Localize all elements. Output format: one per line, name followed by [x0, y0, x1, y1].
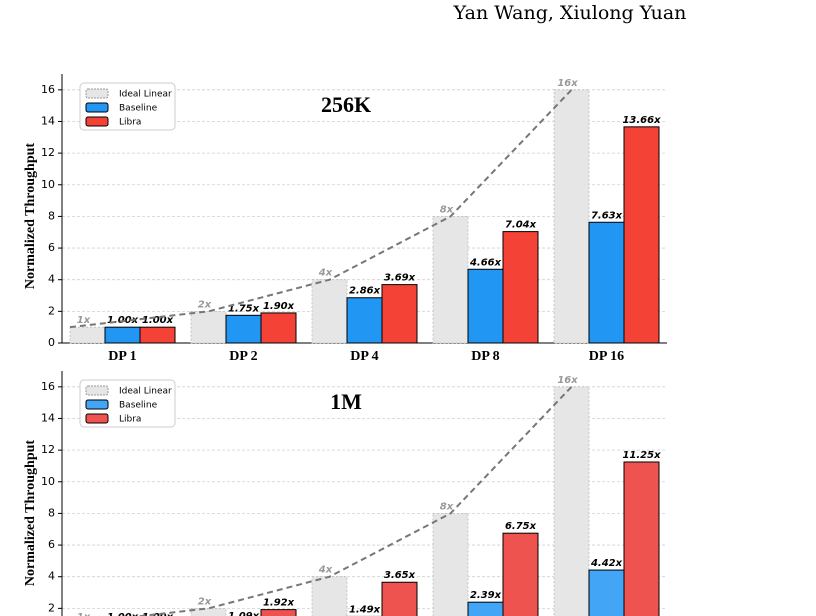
value-label: 2.86x	[349, 286, 381, 297]
bar	[381, 581, 418, 616]
chart-title: 1M	[330, 389, 362, 414]
bar	[502, 532, 539, 616]
value-label: 1.00x	[142, 612, 174, 616]
y-tick-label: 16	[41, 83, 55, 96]
bar	[260, 609, 297, 616]
y-tick-label: 8	[48, 506, 55, 519]
bar	[553, 89, 590, 344]
value-label: 7.63x	[591, 210, 623, 221]
bar	[588, 569, 625, 616]
value-label: 16x	[557, 375, 578, 386]
bar	[467, 268, 504, 344]
y-tick-label: 4	[48, 570, 55, 583]
bar	[623, 461, 660, 616]
trend-line	[69, 89, 573, 329]
legend-label: Ideal Linear	[119, 387, 172, 397]
x-tick-label: DP 8	[471, 349, 499, 364]
y-tick-label: 12	[41, 146, 55, 159]
y-tick-label: 6	[48, 538, 55, 551]
bar	[260, 312, 297, 344]
value-label: 1.09x	[228, 611, 260, 616]
bar	[502, 231, 539, 344]
value-label: 4.66x	[469, 257, 502, 268]
value-label: 1.00x	[107, 612, 139, 616]
value-label: 1x	[77, 315, 91, 326]
y-tick-label: 8	[48, 209, 55, 222]
bar	[467, 601, 504, 616]
bar	[311, 576, 348, 616]
value-label: 1.90x	[263, 301, 295, 312]
bar	[588, 221, 625, 344]
bar	[311, 279, 348, 344]
bar	[553, 386, 590, 616]
bar	[104, 326, 141, 344]
y-tick-label: 16	[41, 380, 55, 393]
chart-title: 256K	[321, 92, 371, 117]
y-tick-label: 14	[41, 114, 55, 127]
value-label: 7.04x	[505, 220, 537, 231]
value-label: 8x	[440, 501, 454, 512]
legend-swatch	[85, 102, 109, 113]
value-label: 1.75x	[228, 303, 260, 314]
value-label: 3.69x	[384, 273, 416, 284]
y-tick-label: 14	[41, 411, 55, 424]
bar	[432, 513, 469, 616]
author: Yan Wang, Xiulong Yuan	[453, 2, 687, 24]
legend-label: Baseline	[119, 401, 158, 411]
value-label: 1x	[77, 612, 91, 616]
legend-swatch	[85, 88, 109, 99]
value-label: 2.39x	[470, 590, 502, 601]
value-label: 6.75x	[505, 521, 537, 532]
value-label: 16x	[557, 78, 578, 89]
value-label: 11.25x	[622, 450, 661, 461]
bar	[190, 607, 227, 616]
bar	[346, 297, 383, 344]
x-tick-label: DP 4	[350, 349, 378, 364]
value-label: 2x	[198, 299, 212, 310]
legend-swatch	[85, 385, 109, 396]
bar	[139, 326, 176, 344]
legend-label: Libra	[119, 415, 141, 425]
bar	[69, 326, 106, 344]
bar	[623, 126, 660, 344]
value-label: 4.42x	[590, 558, 623, 569]
value-label: 1.92x	[263, 598, 295, 609]
value-label: 2x	[198, 596, 212, 607]
legend-swatch	[85, 116, 109, 127]
y-tick-label: 0	[48, 336, 55, 349]
value-label: 4x	[318, 565, 333, 576]
trend-line	[132, 386, 573, 616]
value-label: 3.65x	[384, 570, 416, 581]
bar	[225, 314, 262, 344]
y-tick-label: 6	[48, 241, 55, 254]
y-tick-label: 12	[41, 443, 55, 456]
legend-swatch	[85, 413, 109, 424]
bar	[432, 216, 469, 344]
x-tick-label: DP 16	[589, 349, 624, 364]
bar	[190, 310, 227, 344]
x-tick-label: DP 2	[229, 349, 257, 364]
y-axis-label: Normalized Throughput	[23, 143, 38, 289]
value-label: 4x	[318, 268, 333, 279]
y-tick-label: 2	[48, 601, 55, 614]
x-tick-label: DP 1	[108, 349, 136, 364]
value-label: 8x	[440, 204, 454, 215]
y-tick-label: 10	[41, 178, 55, 191]
bar	[381, 284, 418, 344]
value-label: 1.49x	[349, 604, 381, 615]
legend-label: Ideal Linear	[119, 90, 172, 100]
value-label: 1.00x	[142, 315, 174, 326]
y-tick-label: 4	[48, 273, 55, 286]
y-tick-label: 2	[48, 304, 55, 317]
legend-swatch	[85, 399, 109, 410]
value-label: 13.66x	[622, 115, 661, 126]
legend-label: Baseline	[119, 104, 158, 114]
y-axis-label: Normalized Throughput	[23, 440, 38, 586]
legend-label: Libra	[119, 118, 141, 128]
y-tick-label: 10	[41, 475, 55, 488]
